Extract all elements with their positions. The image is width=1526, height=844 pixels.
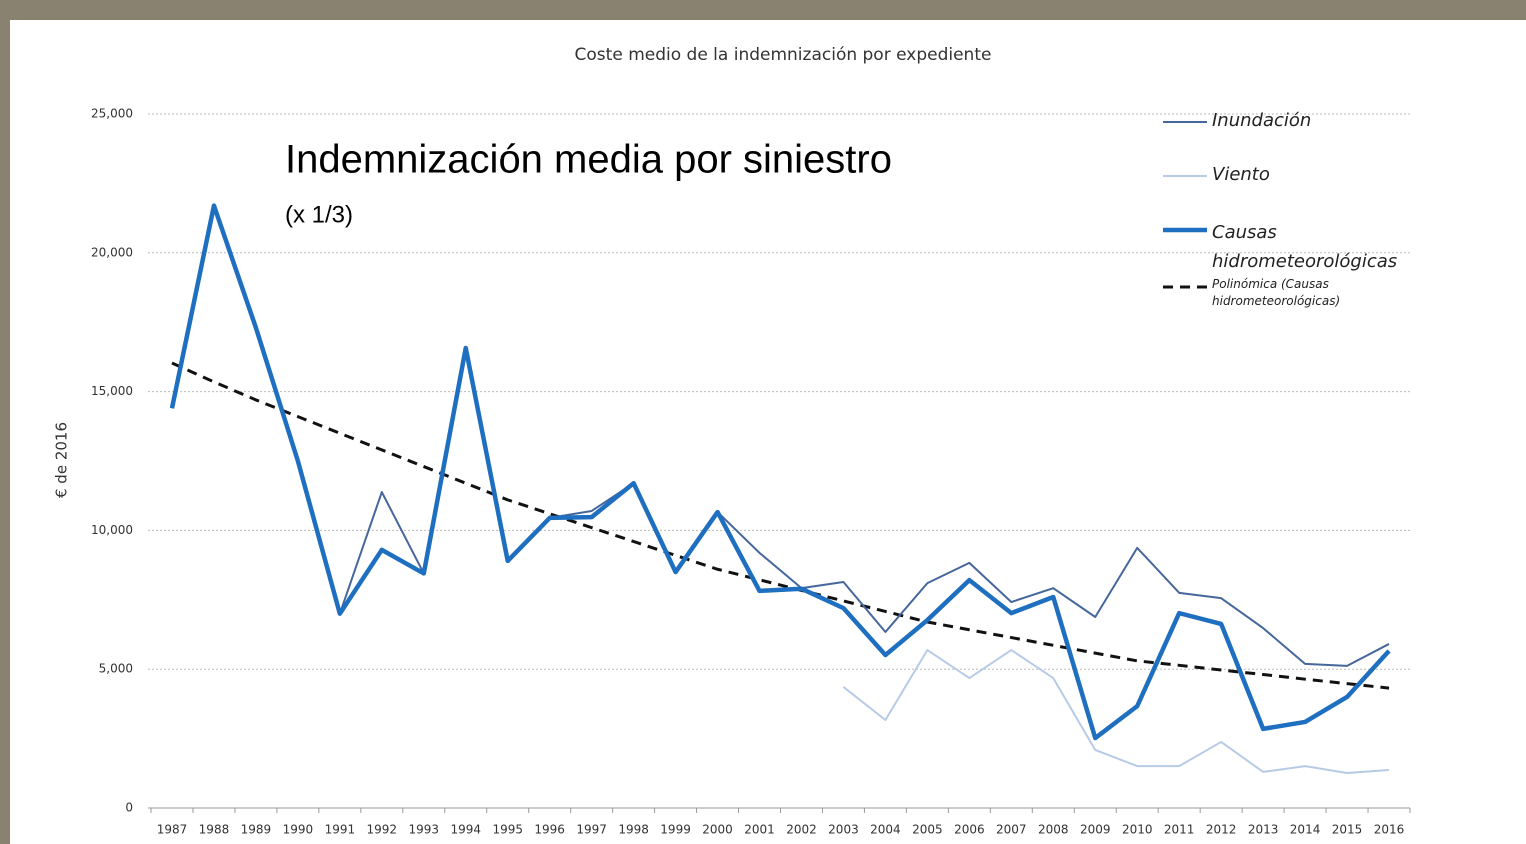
x-tick-label: 2004 [870, 823, 901, 837]
x-tick-label: 2005 [912, 823, 943, 837]
x-tick-label: 2011 [1164, 823, 1195, 837]
chart-panel [10, 20, 1526, 844]
y-tick-label: 5,000 [99, 662, 133, 676]
x-tick-label: 2010 [1122, 823, 1153, 837]
y-axis-label: € de 2016 [53, 422, 71, 498]
x-tick-label: 2012 [1206, 823, 1237, 837]
x-tick-label: 2002 [786, 823, 817, 837]
y-tick-label: 10,000 [91, 523, 133, 537]
x-tick-label: 1997 [576, 823, 607, 837]
y-tick-label: 0 [125, 801, 133, 815]
x-tick-label: 2015 [1332, 823, 1363, 837]
x-tick-label: 1989 [241, 823, 272, 837]
series-line [171, 204, 1390, 667]
x-tick-label: 1996 [534, 823, 565, 837]
x-tick-label: 2014 [1290, 823, 1321, 837]
x-tick-label: 1999 [660, 823, 691, 837]
x-tick-label: 1998 [618, 823, 649, 837]
series-line [171, 361, 1390, 690]
annotation: Indemnización media por siniestro [285, 138, 892, 182]
x-tick-label: 2009 [1080, 823, 1111, 837]
legend-label: Polinómica (Causas hidrometeorológicas) [1212, 277, 1341, 308]
legend-label: Causas hidrometeorológicas [1212, 222, 1398, 272]
annotation-note: (x 1/3) [285, 201, 353, 228]
x-tick-label: 2007 [996, 823, 1027, 837]
x-tick-label: 1988 [199, 823, 230, 837]
x-tick-label: 1994 [450, 823, 481, 837]
x-tick-label: 2013 [1248, 823, 1279, 837]
x-tick-label: 1990 [283, 823, 314, 837]
x-tick-label: 1992 [367, 823, 398, 837]
y-tick-label: 25,000 [91, 107, 133, 121]
chart-title: Coste medio de la indemnización por expe… [575, 45, 992, 65]
x-tick-label: 2006 [954, 823, 985, 837]
y-tick-label: 20,000 [91, 245, 133, 259]
series-line [169, 203, 1391, 741]
x-tick-label: 2000 [702, 823, 733, 837]
y-tick-label: 15,000 [91, 384, 133, 398]
legend-label: Inundación [1212, 110, 1312, 131]
series-line [842, 649, 1390, 775]
x-tick-label: 1987 [157, 823, 188, 837]
x-tick-label: 2016 [1374, 823, 1405, 837]
legend-label: Viento [1212, 164, 1270, 185]
x-tick-label: 2001 [744, 823, 775, 837]
x-tick-label: 2003 [828, 823, 859, 837]
x-tick-label: 1995 [492, 823, 523, 837]
x-tick-label: 2008 [1038, 823, 1069, 837]
x-tick-label: 1991 [325, 823, 356, 837]
x-tick-label: 1993 [409, 823, 440, 837]
